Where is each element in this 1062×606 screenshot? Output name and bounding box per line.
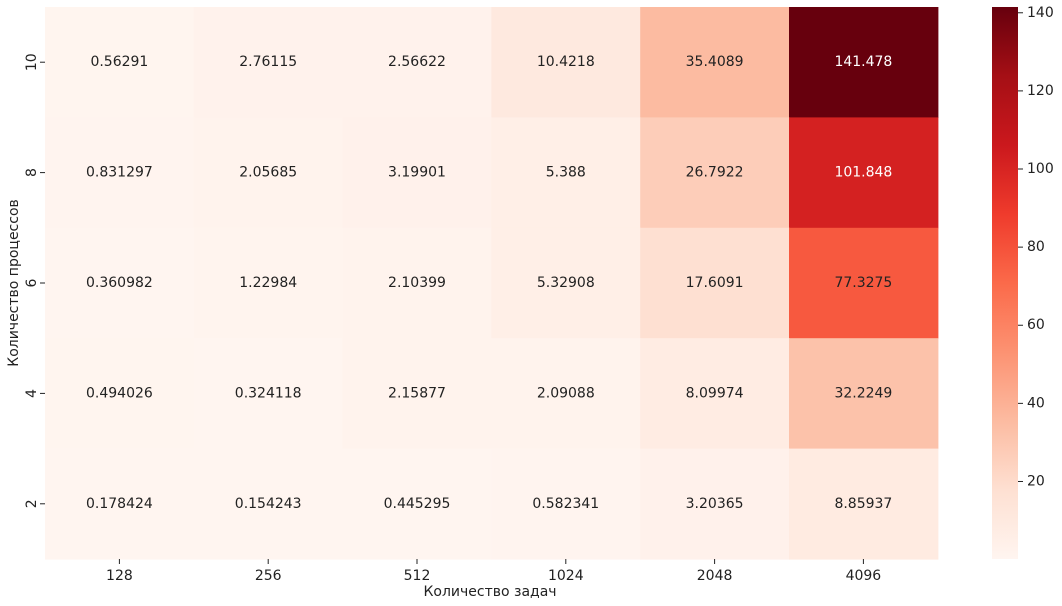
- cell-value-label: 3.19901: [388, 165, 446, 181]
- heatmap-cell: [193, 338, 344, 450]
- cell-value-label: 26.7922: [686, 165, 744, 181]
- heatmap-cell: [193, 227, 344, 339]
- heatmap-cell: [45, 7, 195, 118]
- cell-value-label: 10.4218: [537, 54, 595, 70]
- cell-value-label: 0.56291: [90, 54, 148, 70]
- colorbar-gradient: [992, 7, 1018, 559]
- cell-value-label: 17.6091: [686, 275, 744, 291]
- heatmap-cell: [491, 448, 641, 560]
- cell-value-label: 2.05685: [239, 165, 297, 181]
- cell-value-label: 2.15877: [388, 385, 446, 401]
- heatmap-cell: [789, 7, 939, 118]
- x-tick-label: 128: [106, 568, 133, 584]
- cell-value-label: 3.20365: [686, 496, 744, 512]
- heatmap-cell: [789, 448, 939, 560]
- x-tick-label: 512: [404, 568, 431, 584]
- heatmap-cell: [789, 227, 939, 339]
- cell-value-label: 141.478: [834, 54, 892, 70]
- x-axis: 128 256 512 1024 2048 4096: [106, 559, 881, 584]
- cell-value-label: 2.09088: [537, 385, 595, 401]
- heatmap-cell: [342, 117, 492, 229]
- cell-value-label: 2.76115: [239, 54, 297, 70]
- heatmap-cell: [640, 227, 790, 339]
- heatmap-cell: [640, 338, 790, 450]
- colorbar-tick-label: 80: [1027, 239, 1045, 255]
- cell-value-label: 0.494026: [86, 385, 153, 401]
- cell-value-label: 0.360982: [86, 275, 153, 291]
- heatmap-cells: 0.56291 2.76115 2.56622 10.4218 35.4089 141.4…: [45, 7, 939, 560]
- cell-value-label: 0.445295: [384, 496, 451, 512]
- heatmap-cell: [789, 338, 939, 450]
- heatmap-cell: [640, 7, 790, 118]
- cell-value-label: 77.3275: [834, 275, 892, 291]
- heatmap-cell: [45, 227, 195, 339]
- colorbar: 20 40 60 80 100 120 140: [992, 5, 1054, 559]
- cell-value-label: 0.178424: [86, 496, 153, 512]
- cell-value-label: 8.09974: [686, 385, 744, 401]
- cell-value-label: 5.32908: [537, 275, 595, 291]
- heatmap-cell: [491, 338, 641, 450]
- x-tick-label: 2048: [697, 568, 733, 584]
- cell-value-label: 2.10399: [388, 275, 446, 291]
- heatmap-cell: [342, 7, 492, 118]
- cell-value-label: 1.22984: [239, 275, 297, 291]
- y-tick-label: 4: [24, 389, 40, 398]
- colorbar-tick-label: 60: [1027, 317, 1045, 333]
- colorbar-tick-label: 140: [1027, 5, 1054, 21]
- heatmap-cell: [640, 117, 790, 229]
- cell-value-label: 0.324118: [235, 385, 302, 401]
- cell-value-label: 0.831297: [86, 165, 153, 181]
- heatmap-cell: [342, 448, 492, 560]
- cell-value-label: 101.848: [834, 165, 892, 181]
- y-tick-label: 8: [24, 168, 40, 177]
- colorbar-tick-label: 100: [1027, 161, 1054, 177]
- colorbar-tick-label: 20: [1027, 473, 1045, 489]
- heatmap-cell: [45, 448, 195, 560]
- heatmap-cell: [45, 117, 195, 229]
- cell-value-label: 5.388: [546, 165, 586, 181]
- x-tick-label: 4096: [846, 568, 882, 584]
- heatmap-cell: [342, 338, 492, 450]
- cell-value-label: 32.2249: [834, 385, 892, 401]
- heatmap-cell: [342, 227, 492, 339]
- colorbar-ticks: 20 40 60 80 100 120 140: [1018, 5, 1054, 489]
- heatmap-cell: [491, 227, 641, 339]
- heatmap-cell: [193, 7, 344, 118]
- cell-value-label: 0.154243: [235, 496, 302, 512]
- y-tick-label: 2: [24, 499, 40, 508]
- heatmap-cell: [193, 117, 344, 229]
- y-tick-label: 6: [24, 278, 40, 287]
- x-tick-label: 1024: [548, 568, 584, 584]
- colorbar-tick-label: 40: [1027, 395, 1045, 411]
- cell-value-label: 35.4089: [686, 54, 744, 70]
- x-axis-label: Количество задач: [423, 584, 556, 600]
- heatmap-cell: [789, 117, 939, 229]
- cell-value-label: 0.582341: [532, 496, 599, 512]
- y-tick-label: 10: [24, 53, 40, 71]
- cell-value-label: 2.56622: [388, 54, 446, 70]
- heatmap-cell: [491, 117, 641, 229]
- cell-value-label: 8.85937: [834, 496, 892, 512]
- heatmap-cell: [45, 338, 195, 450]
- colorbar-tick-label: 120: [1027, 83, 1054, 99]
- y-axis: 10 8 6 4 2: [24, 53, 45, 508]
- heatmap-cell: [640, 448, 790, 560]
- y-axis-label: Количество процессов: [6, 199, 22, 367]
- x-tick-label: 256: [255, 568, 282, 584]
- heatmap-cell: [193, 448, 344, 560]
- heatmap-cell: [491, 7, 641, 118]
